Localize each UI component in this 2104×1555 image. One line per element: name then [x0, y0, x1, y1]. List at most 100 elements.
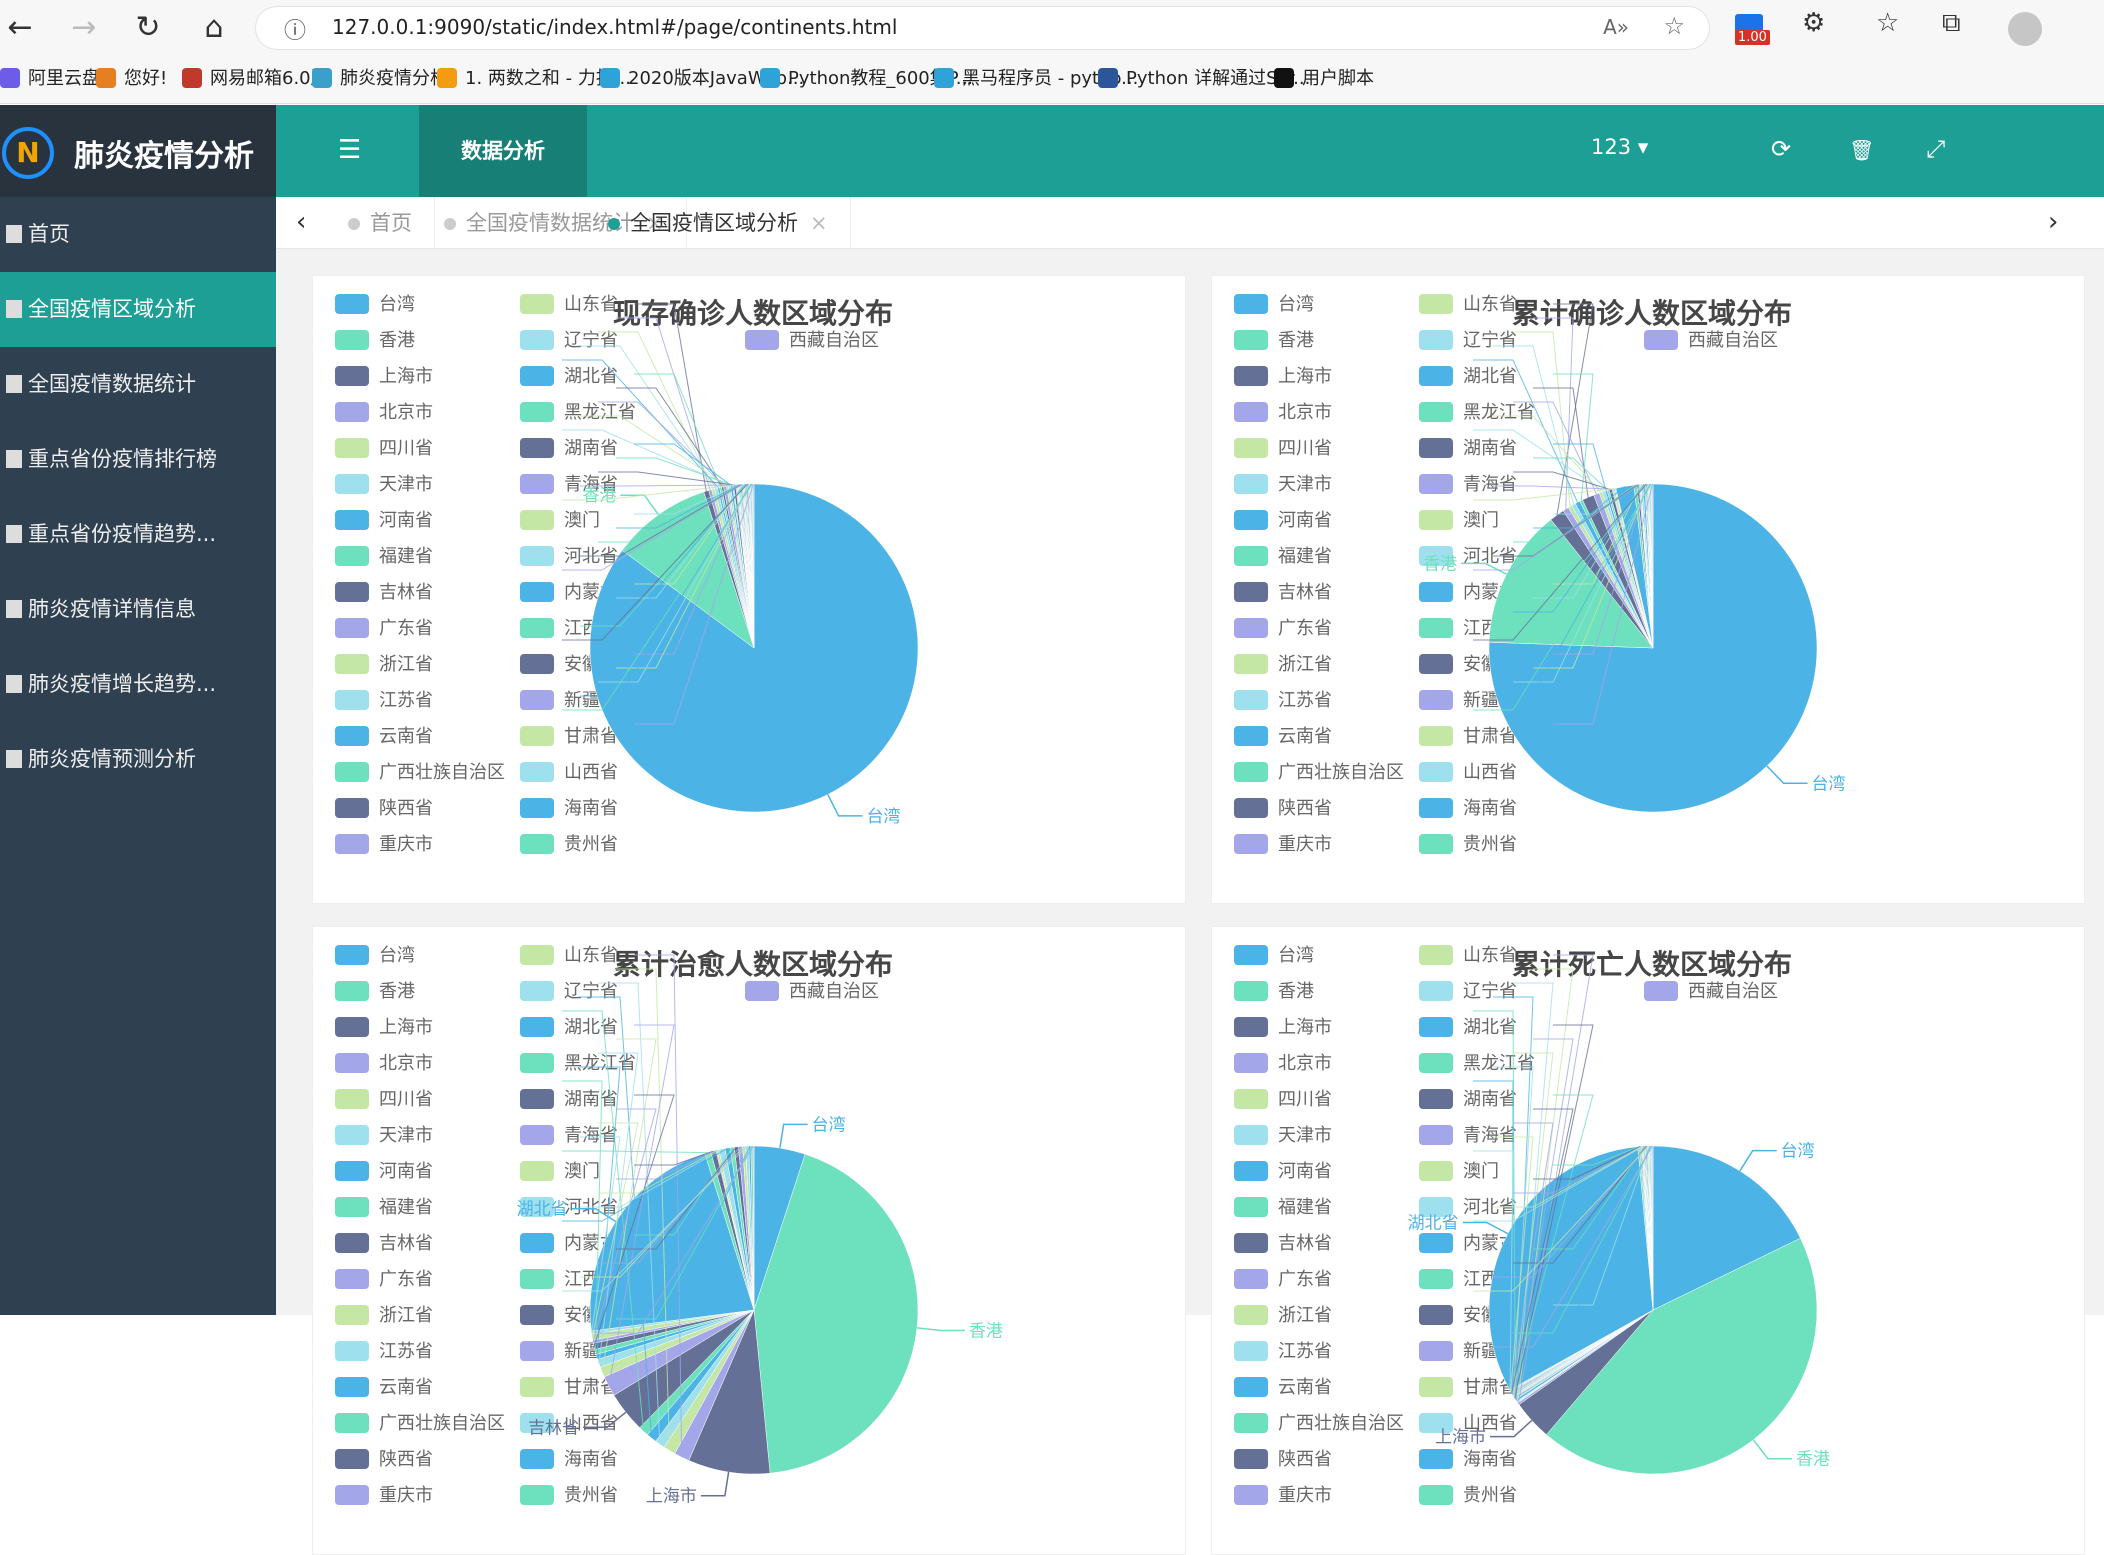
legend-item[interactable]: 台湾	[1234, 294, 1314, 316]
legend-item[interactable]: 天津市	[1234, 1125, 1332, 1147]
bookmark-item[interactable]: 黑马程序员 - pytho...	[934, 64, 1138, 90]
legend-item[interactable]: 湖南省	[1419, 438, 1517, 460]
bookmark-item[interactable]: Python 详解通过Scr...	[1098, 64, 1310, 90]
legend-item[interactable]: 福建省	[335, 1197, 433, 1219]
legend-item[interactable]: 天津市	[335, 474, 433, 496]
legend-item[interactable]: 重庆市	[335, 834, 433, 856]
legend-item[interactable]: 福建省	[1234, 546, 1332, 568]
legend-item[interactable]: 河南省	[335, 510, 433, 532]
legend-item[interactable]: 香港	[1234, 981, 1314, 1003]
legend-item[interactable]: 青海省	[520, 1125, 618, 1147]
forward-icon[interactable]: →	[71, 10, 97, 45]
legend-item[interactable]: 青海省	[520, 474, 618, 496]
legend-item[interactable]: 黑龙江省	[1419, 1053, 1535, 1075]
legend-item[interactable]: 湖南省	[520, 1089, 618, 1111]
legend-item[interactable]: 湖北省	[1419, 1017, 1517, 1039]
legend-item[interactable]: 四川省	[1234, 438, 1332, 460]
bookmark-item[interactable]: 用户脚本	[1274, 64, 1374, 90]
legend-item[interactable]: 辽宁省	[520, 981, 618, 1003]
legend-item[interactable]: 甘肃省	[520, 726, 618, 748]
legend-item[interactable]: 青海省	[1419, 474, 1517, 496]
favorites-bar-icon[interactable]: ☆	[1876, 8, 1900, 38]
legend-item[interactable]: 西藏自治区	[745, 981, 879, 1003]
legend-item[interactable]: 吉林省	[1234, 1233, 1332, 1255]
legend-item[interactable]: 浙江省	[335, 654, 433, 676]
read-aloud-icon[interactable]: A»	[1603, 15, 1629, 39]
tab-data-analysis[interactable]: 数据分析	[419, 105, 587, 197]
legend-item[interactable]: 黑龙江省	[520, 1053, 636, 1075]
legend-item[interactable]: 香港	[335, 330, 415, 352]
legend-item[interactable]: 吉林省	[335, 1233, 433, 1255]
sidebar-item[interactable]: 肺炎疫情预测分析	[0, 722, 276, 797]
legend-item[interactable]: 澳门	[1419, 510, 1499, 532]
legend-item[interactable]: 四川省	[335, 1089, 433, 1111]
legend-item[interactable]: 浙江省	[1234, 654, 1332, 676]
legend-item[interactable]: 广东省	[335, 1269, 433, 1291]
legend-item[interactable]: 西藏自治区	[1644, 981, 1778, 1003]
legend-item[interactable]: 北京市	[1234, 1053, 1332, 1075]
legend-item[interactable]: 河南省	[335, 1161, 433, 1183]
legend-item[interactable]: 香港	[335, 981, 415, 1003]
legend-item[interactable]: 河北省	[1419, 546, 1517, 568]
legend-item[interactable]: 山东省	[1419, 945, 1517, 967]
legend-item[interactable]: 澳门	[520, 510, 600, 532]
legend-item[interactable]: 海南省	[1419, 798, 1517, 820]
legend-item[interactable]: 北京市	[335, 402, 433, 424]
legend-item[interactable]: 湖南省	[520, 438, 618, 460]
legend-item[interactable]: 甘肃省	[1419, 726, 1517, 748]
legend-item[interactable]: 重庆市	[1234, 834, 1332, 856]
legend-item[interactable]: 广东省	[335, 618, 433, 640]
legend-item[interactable]: 云南省	[335, 726, 433, 748]
legend-item[interactable]: 湖北省	[520, 366, 618, 388]
back-icon[interactable]: ←	[7, 10, 33, 45]
legend-item[interactable]: 山东省	[1419, 294, 1517, 316]
fullscreen-icon[interactable]: ⤢	[1926, 135, 1946, 163]
legend-item[interactable]: 四川省	[1234, 1089, 1332, 1111]
legend-item[interactable]: 上海市	[335, 366, 433, 388]
legend-item[interactable]: 海南省	[520, 798, 618, 820]
legend-item[interactable]: 福建省	[1234, 1197, 1332, 1219]
page-tab[interactable]: 全国疫情数据统计 ×	[422, 197, 687, 249]
legend-item[interactable]: 黑龙江省	[1419, 402, 1535, 424]
legend-item[interactable]: 北京市	[335, 1053, 433, 1075]
bookmark-item[interactable]: 网易邮箱6.0版	[182, 64, 329, 90]
tabs-left-arrow[interactable]: ‹	[296, 207, 307, 237]
sidebar-item[interactable]: 肺炎疫情增长趋势...	[0, 647, 276, 722]
legend-item[interactable]: 广东省	[1234, 618, 1332, 640]
legend-item[interactable]: 吉林省	[1234, 582, 1332, 604]
address-bar[interactable]: ⓘ 127.0.0.1:9090/static/index.html#/page…	[255, 6, 1710, 50]
legend-item[interactable]: 北京市	[1234, 402, 1332, 424]
legend-item[interactable]: 广东省	[1234, 1269, 1332, 1291]
legend-item[interactable]: 上海市	[1234, 1017, 1332, 1039]
legend-item[interactable]: 广西壮族自治区	[1234, 762, 1404, 784]
tabs-right-arrow[interactable]: ›	[2048, 207, 2059, 237]
bookmark-item[interactable]: Python教程_600集P...	[760, 64, 973, 90]
legend-item[interactable]: 湖北省	[1419, 366, 1517, 388]
info-icon[interactable]: ⓘ	[284, 19, 307, 44]
legend-item[interactable]: 江苏省	[1234, 690, 1332, 712]
legend-item[interactable]: 黑龙江省	[520, 402, 636, 424]
legend-item[interactable]: 广西壮族自治区	[335, 762, 505, 784]
add-favorite-icon[interactable]: ☆	[1663, 12, 1685, 40]
legend-item[interactable]: 台湾	[335, 294, 415, 316]
legend-item[interactable]: 香港	[1234, 330, 1314, 352]
sidebar-item[interactable]: 重点省份疫情趋势...	[0, 497, 276, 572]
page-tab[interactable]: 全国疫情区域分析 ×	[586, 197, 851, 249]
legend-item[interactable]: 吉林省	[335, 582, 433, 604]
bookmark-item[interactable]: 肺炎疫情分析	[312, 64, 448, 90]
bookmark-item[interactable]: 阿里云盘	[0, 64, 100, 90]
user-menu[interactable]: 123 ▾	[1591, 135, 1649, 159]
legend-item[interactable]: 江苏省	[335, 690, 433, 712]
pie-slice[interactable]	[621, 491, 755, 649]
menu-toggle-icon[interactable]: ☰	[338, 135, 362, 165]
legend-item[interactable]: 云南省	[1234, 726, 1332, 748]
legend-item[interactable]: 天津市	[1234, 474, 1332, 496]
legend-item[interactable]: 山西省	[520, 762, 618, 784]
legend-item[interactable]: 四川省	[335, 438, 433, 460]
close-icon[interactable]: ×	[810, 211, 828, 235]
legend-item[interactable]: 澳门	[520, 1161, 600, 1183]
refresh-icon[interactable]: ↻	[135, 10, 161, 45]
legend-item[interactable]: 贵州省	[520, 834, 618, 856]
sidebar-item[interactable]: 全国疫情数据统计	[0, 347, 276, 422]
legend-item[interactable]: 河南省	[1234, 1161, 1332, 1183]
